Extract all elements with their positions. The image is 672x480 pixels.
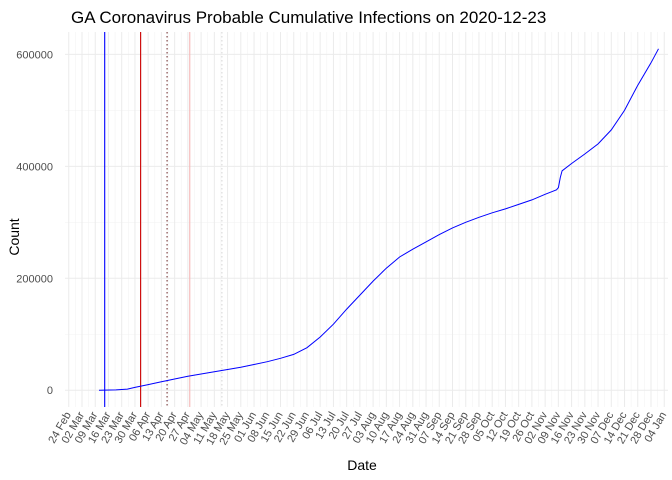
chart-grid [65,32,668,407]
y-tick-label: 200000 [16,273,53,285]
series-layer [98,48,659,391]
y-tick-label: 400000 [16,161,53,173]
y-tick-label: 0 [47,385,53,397]
series-line [98,48,659,391]
y-axis-ticks: 0 200000 400000 600000 [16,49,53,397]
reference-lines [104,32,223,407]
y-axis-title: Count [6,218,22,255]
x-axis-title: Date [347,457,377,473]
y-tick-label: 600000 [16,49,53,61]
chart-title: GA Coronavirus Probable Cumulative Infec… [71,8,546,27]
